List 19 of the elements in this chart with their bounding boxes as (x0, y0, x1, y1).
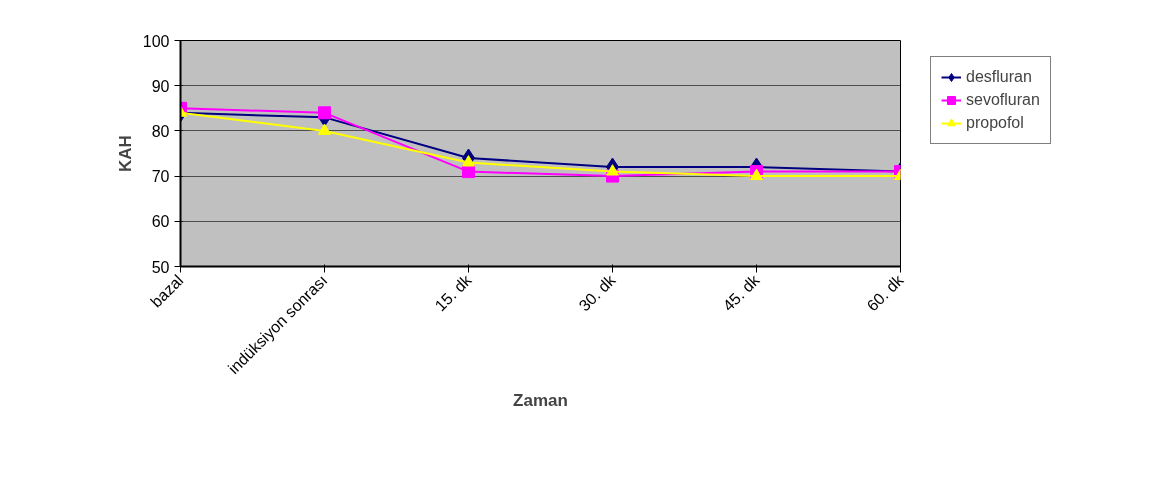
x-tick-label: 15. dk (431, 270, 476, 315)
y-tick-label: 70 (151, 168, 170, 186)
x-tick-label: 60. dk (863, 270, 908, 315)
point (606, 164, 619, 176)
x-tick-label: 45. dk (719, 270, 764, 315)
y-axis-title: KAH (115, 135, 135, 172)
point (318, 123, 331, 135)
x-tick-label: 30. dk (575, 270, 620, 315)
legend-label: desfluran (966, 67, 1032, 86)
x-axis-title: Zaman (513, 391, 568, 411)
legend-label: sevofluran (966, 90, 1040, 109)
point (318, 106, 331, 120)
y-tick-label: 100 (142, 32, 170, 50)
y-tick-label: 80 (151, 122, 170, 140)
y-tick-label: 60 (151, 213, 170, 231)
point (462, 155, 475, 167)
y-tick-label: 90 (151, 77, 170, 95)
y-tick-label: 50 (151, 258, 170, 276)
legend-label: propofol (966, 113, 1024, 132)
